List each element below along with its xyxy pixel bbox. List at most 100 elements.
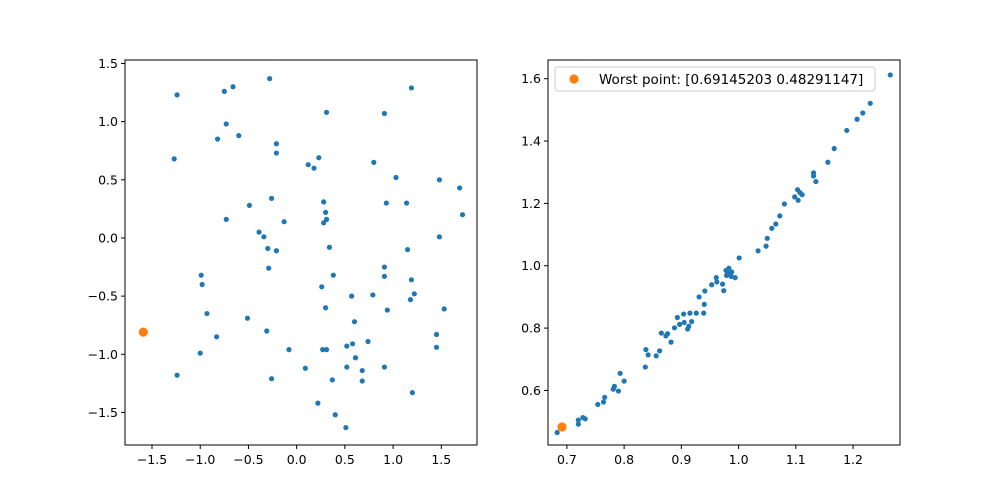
y-tick-label: 1.0 <box>98 114 118 129</box>
data-point <box>433 344 440 350</box>
data-point <box>268 376 275 382</box>
data-point <box>854 116 860 122</box>
data-point <box>795 197 801 203</box>
legend-marker <box>569 74 579 84</box>
data-point <box>267 76 273 82</box>
data-point <box>383 200 389 206</box>
worst-point-marker <box>138 327 148 337</box>
y-tick-label: 1.4 <box>521 134 541 149</box>
data-point <box>197 350 203 356</box>
data-point <box>316 155 322 161</box>
x-tick-label: 1.0 <box>383 452 403 467</box>
data-point <box>281 219 287 225</box>
data-point <box>381 273 388 279</box>
data-point <box>709 282 715 288</box>
data-point <box>575 421 581 427</box>
right-scatter-plot: 0.7 0.8 0.9 1.0 1.1 1.2 0.6 0.8 1.0 1.2 1.4 1.6 Wors… <box>521 59 901 467</box>
data-point <box>323 347 330 353</box>
data-point <box>323 109 330 115</box>
data-point <box>844 127 850 134</box>
y-tick-label: 0.5 <box>98 172 118 187</box>
data-point <box>408 85 415 91</box>
data-point <box>763 243 769 249</box>
data-point <box>755 248 761 254</box>
data-point <box>407 297 414 303</box>
data-point <box>174 372 180 378</box>
data-point <box>642 364 648 370</box>
data-point <box>315 400 321 406</box>
data-point <box>286 347 292 353</box>
legend: Worst point: [0.69145203 0.48291147] <box>554 66 876 92</box>
data-point <box>261 234 267 240</box>
data-point <box>273 248 280 254</box>
data-point <box>726 265 732 271</box>
data-point <box>311 165 317 171</box>
x-tick-label: 0.7 <box>557 452 577 467</box>
data-point <box>244 315 251 321</box>
data-point <box>677 321 683 327</box>
data-point <box>344 364 350 370</box>
data-point <box>326 244 333 250</box>
data-point <box>322 209 329 215</box>
data-point <box>701 301 707 307</box>
data-point <box>256 229 262 235</box>
x-tick-label: 0.5 <box>335 452 355 467</box>
data-point <box>273 150 280 156</box>
data-point <box>409 390 415 396</box>
data-point <box>384 307 390 313</box>
x-tick-label: −1.0 <box>185 452 215 467</box>
data-point <box>214 136 221 142</box>
data-point <box>689 318 695 325</box>
x-tick-label: 1.1 <box>786 452 806 467</box>
y-tick-label: 1.6 <box>521 71 541 86</box>
y-tick-label: 1.5 <box>98 56 118 71</box>
data-point <box>223 121 229 127</box>
data-point <box>736 255 742 261</box>
data-point <box>214 334 220 340</box>
axes-frame <box>124 59 478 446</box>
data-point <box>621 378 627 384</box>
data-point <box>595 401 601 408</box>
x-tick-label: 1.2 <box>843 452 863 467</box>
data-point <box>671 325 678 331</box>
x-tick-label: 0.8 <box>614 452 634 467</box>
data-point <box>645 352 651 358</box>
y-tick-label: −1.5 <box>88 405 118 420</box>
legend-label: Worst point: [0.69145203 0.48291147] <box>599 72 863 88</box>
data-point <box>728 273 734 279</box>
data-point <box>773 221 779 227</box>
y-tick-label: 1.2 <box>521 196 541 211</box>
x-tick-label: −1.5 <box>137 452 167 467</box>
y-tick-label: 0.8 <box>521 321 541 336</box>
x-tick-label: 0.0 <box>287 452 307 467</box>
data-point <box>657 348 663 354</box>
data-point <box>719 281 726 287</box>
data-point <box>617 370 623 376</box>
x-tick-label: 1.5 <box>431 452 451 467</box>
data-point <box>665 331 671 337</box>
data-point <box>436 177 442 183</box>
data-point <box>359 367 365 374</box>
data-point <box>323 216 330 222</box>
data-point <box>457 185 463 191</box>
data-point <box>381 110 388 117</box>
data-point <box>658 330 664 336</box>
data-point <box>381 264 388 270</box>
data-point <box>174 92 180 98</box>
data-point <box>302 365 308 371</box>
data-point <box>221 88 227 94</box>
data-point <box>696 294 702 300</box>
y-tick-label: 0.6 <box>521 383 541 398</box>
y-tick-label: 1.0 <box>521 258 541 273</box>
data-point <box>554 429 560 436</box>
data-point <box>265 245 271 252</box>
data-point <box>393 174 399 181</box>
data-point <box>693 310 699 316</box>
data-point <box>441 306 447 312</box>
data-point <box>681 311 687 317</box>
data-point <box>264 328 270 334</box>
data-point <box>714 279 720 285</box>
data-point <box>404 200 410 206</box>
data-point <box>575 417 581 423</box>
x-tick-label: 0.9 <box>671 452 691 467</box>
